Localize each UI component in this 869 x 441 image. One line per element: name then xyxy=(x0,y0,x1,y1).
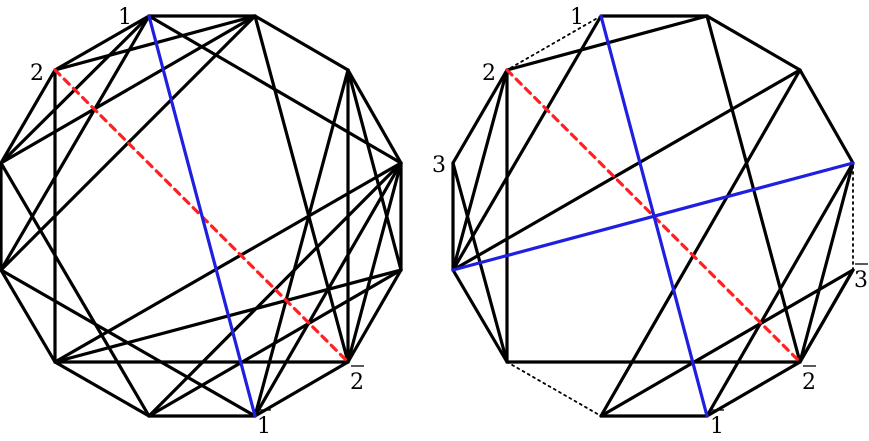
left-edge-L-C xyxy=(0,14,257,165)
left-edge-K-I xyxy=(346,68,403,272)
right-highlight-edge-J-D xyxy=(451,161,855,272)
right-edge-I-H xyxy=(798,268,855,364)
left-edge-A-D xyxy=(0,14,151,272)
left-highlight-edge-A-G xyxy=(147,14,257,418)
left-edge-J-K xyxy=(346,68,403,165)
right-edge-K-L xyxy=(705,14,802,72)
left-edge-H-I xyxy=(346,268,403,364)
right-edge-D-E xyxy=(451,268,509,364)
right-edge-K-F xyxy=(599,68,802,418)
svg-text:1: 1 xyxy=(257,414,271,436)
left-edge-G-D xyxy=(0,268,257,418)
left-edges xyxy=(0,14,403,418)
right-edges xyxy=(451,14,855,418)
right-edge-K-D xyxy=(451,68,802,272)
left-edge-L-H xyxy=(253,14,350,364)
right-edge-J-K xyxy=(798,68,855,165)
left-edge-A-J xyxy=(147,14,403,165)
left-edge-K-G xyxy=(253,68,350,418)
left-edge-G-H xyxy=(253,360,350,418)
right-edge-I-F xyxy=(599,268,855,418)
right-edge-J-G xyxy=(705,161,855,418)
left-label-2: 2 xyxy=(30,61,44,86)
right-edge-J-H xyxy=(798,161,855,364)
left-edge-D-E xyxy=(0,268,57,364)
left-edge-J-H xyxy=(346,161,403,364)
svg-text:1: 1 xyxy=(710,414,724,436)
left-label-2bar: 2 xyxy=(350,365,364,395)
right-edge-A-D xyxy=(451,14,603,272)
right-label-2: 2 xyxy=(482,61,496,86)
right-label-3bar: 3 xyxy=(854,263,868,293)
right-dodecagon-diagram: 1 2 3 3 2 1 xyxy=(432,5,868,439)
left-dodecagon-diagram: 1 2 2 1 xyxy=(0,5,403,439)
left-edge-K-L xyxy=(253,14,350,72)
left-label-1bar: 1 xyxy=(257,409,271,439)
svg-text:2: 2 xyxy=(350,370,364,395)
right-label-3: 3 xyxy=(432,153,446,178)
right-dotted-edge-E-F xyxy=(506,361,602,417)
left-edge-I-F xyxy=(147,268,403,418)
right-label-1bar: 1 xyxy=(710,409,724,439)
right-dotted-edge-A-B xyxy=(506,15,602,71)
left-edge-B-C xyxy=(0,68,57,165)
right-edge-B-D xyxy=(451,68,509,272)
right-label-1: 1 xyxy=(570,5,584,30)
left-edge-C-F xyxy=(0,161,151,418)
left-edge-J-E xyxy=(53,161,403,364)
svg-text:3: 3 xyxy=(854,268,868,293)
right-label-2bar: 2 xyxy=(802,365,816,395)
left-edge-E-F xyxy=(53,360,151,418)
svg-text:2: 2 xyxy=(802,370,816,395)
left-edge-A-B xyxy=(53,14,151,72)
left-label-1: 1 xyxy=(118,5,132,30)
right-edge-G-H xyxy=(705,360,802,418)
right-edge-B-C xyxy=(451,68,509,165)
